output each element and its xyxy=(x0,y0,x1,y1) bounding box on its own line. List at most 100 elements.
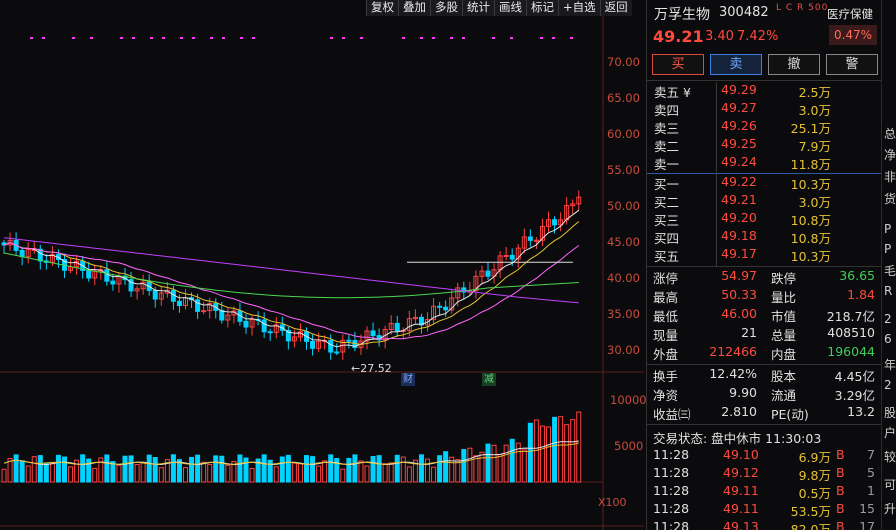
tick-row[interactable]: 11:28 49.10 6.9万 B 7 xyxy=(647,447,881,465)
signal-marker xyxy=(222,37,225,39)
stat-key: 最高 xyxy=(653,290,679,305)
toolbar-button[interactable]: 复权 xyxy=(366,0,398,16)
alert-button[interactable]: 警 xyxy=(826,54,878,75)
bid-price: 49.20 xyxy=(721,210,757,225)
volume-bar xyxy=(564,424,570,483)
volume-bar xyxy=(68,466,74,483)
tick-count: 1 xyxy=(867,483,875,498)
bid-row[interactable]: 买二 49.21 3.0万 xyxy=(647,192,881,210)
volume-bar xyxy=(570,419,576,483)
candle-body xyxy=(527,236,533,241)
order-book-divider xyxy=(647,173,881,174)
candle-body xyxy=(449,297,455,311)
tick-price: 49.12 xyxy=(723,465,759,480)
candle-body xyxy=(176,300,182,307)
bid-volume: 10.8万 xyxy=(790,213,831,228)
bid-row[interactable]: 买五 49.17 10.3万 xyxy=(647,246,881,264)
price-axis-tick: 30.00 xyxy=(607,343,640,357)
toolbar-button[interactable]: 画线 xyxy=(494,0,526,16)
candle-body xyxy=(152,289,158,300)
cancel-order-button[interactable]: 撤 xyxy=(768,54,820,75)
toolbar-button[interactable]: 统计 xyxy=(462,0,494,16)
tick-time: 11:28 xyxy=(653,447,690,462)
volume-bar xyxy=(310,456,316,483)
toolbar-button[interactable]: 返回 xyxy=(599,0,632,16)
stat-value: 196044 xyxy=(827,344,875,359)
ask-row[interactable]: 卖三 49.26 25.1万 xyxy=(647,118,881,136)
bid-row[interactable]: 买一 49.22 10.3万 xyxy=(647,174,881,192)
signal-marker xyxy=(540,37,543,39)
side-panel-text: 较 xyxy=(884,450,896,464)
stat-cell: 总量 408510 xyxy=(771,325,875,343)
toolbar-button[interactable]: 多股 xyxy=(430,0,462,16)
volume-bar xyxy=(261,454,267,483)
kline-svg[interactable] xyxy=(0,16,644,530)
price-axis-tick: 60.00 xyxy=(607,127,640,141)
volume-bar xyxy=(92,467,98,483)
volume-bar xyxy=(521,449,527,483)
volume-bar xyxy=(128,455,134,483)
ask-row[interactable]: 卖一 49.24 11.8万 xyxy=(647,154,881,172)
volume-tick: 5000 xyxy=(614,439,644,453)
bid-row[interactable]: 买四 49.18 10.8万 xyxy=(647,228,881,246)
volume-ma10-line xyxy=(3,442,579,465)
side-panel-text: P xyxy=(884,242,892,256)
stat-value: 50.33 xyxy=(721,287,757,302)
tick-row[interactable]: 11:28 49.13 82.0万 B 17 xyxy=(647,519,881,530)
ask-label: 卖五 ¥ xyxy=(654,85,691,100)
bid-label: 买五 xyxy=(654,249,680,264)
earnings-event-marker[interactable]: 财 xyxy=(401,373,415,386)
signal-marker xyxy=(252,37,255,39)
side-panel-text: 可 xyxy=(884,478,896,492)
candle-body xyxy=(104,269,110,282)
volume-bar xyxy=(297,463,303,483)
stat-key: 涨停 xyxy=(653,271,679,286)
tick-row[interactable]: 11:28 49.11 53.5万 B 15 xyxy=(647,501,881,519)
bid-label: 买二 xyxy=(654,195,680,210)
candle-body xyxy=(546,219,551,227)
tick-volume: 0.5万 xyxy=(798,486,831,501)
ask-price: 49.29 xyxy=(721,82,757,97)
toolbar-button[interactable]: 叠加 xyxy=(398,0,430,16)
stat-key: PE(动) xyxy=(771,407,809,422)
signal-marker xyxy=(210,37,213,39)
ask-row[interactable]: 卖二 49.25 7.9万 xyxy=(647,136,881,154)
price-axis-tick: 55.00 xyxy=(607,163,640,177)
sell-button[interactable]: 卖 xyxy=(710,54,762,75)
volume-bar xyxy=(231,461,237,483)
candle-body xyxy=(558,219,564,226)
volume-bar xyxy=(7,457,13,483)
sector-link[interactable]: 医疗保健 xyxy=(827,7,873,21)
tick-row[interactable]: 11:28 49.12 9.8万 B 5 xyxy=(647,465,881,483)
toolbar-button[interactable]: 标记 xyxy=(526,0,558,16)
volume-bar xyxy=(485,443,491,483)
volume-bar xyxy=(116,464,122,483)
candle-body xyxy=(394,322,400,332)
volume-bar xyxy=(98,457,104,483)
volume-bar xyxy=(55,454,61,483)
current-price: 49.21 xyxy=(653,27,704,46)
buy-button[interactable]: 买 xyxy=(652,54,704,75)
volume-bar xyxy=(183,467,188,483)
tick-row[interactable]: 11:28 49.11 0.5万 B 1 xyxy=(647,483,881,501)
volume-bar xyxy=(412,459,418,483)
volume-bar xyxy=(406,466,412,483)
volume-bar xyxy=(140,461,146,483)
ask-row[interactable]: 卖四 49.27 3.0万 xyxy=(647,100,881,118)
toolbar-button[interactable]: +自选 xyxy=(558,0,600,16)
volume-bar xyxy=(213,455,219,483)
ask-row[interactable]: 卖五 ¥ 49.29 2.5万 xyxy=(647,82,881,100)
candle-body xyxy=(473,275,479,292)
stat-cell: 换手 12.42% xyxy=(653,366,757,384)
tick-price: 49.11 xyxy=(723,501,759,516)
signal-marker xyxy=(510,37,513,39)
candle-body xyxy=(576,196,582,205)
tick-price: 49.13 xyxy=(723,519,759,530)
side-panel-text: 总 xyxy=(884,127,896,141)
kline-chart[interactable]: 70.00 65.00 60.00 55.00 50.00 45.00 40.00 35.00… xyxy=(0,16,647,530)
volume-bar xyxy=(170,454,176,483)
bid-row[interactable]: 买三 49.20 10.8万 xyxy=(647,210,881,228)
tick-direction: B xyxy=(836,465,845,480)
candle-body xyxy=(310,340,316,349)
reduction-event-marker[interactable]: 减 xyxy=(482,373,496,386)
